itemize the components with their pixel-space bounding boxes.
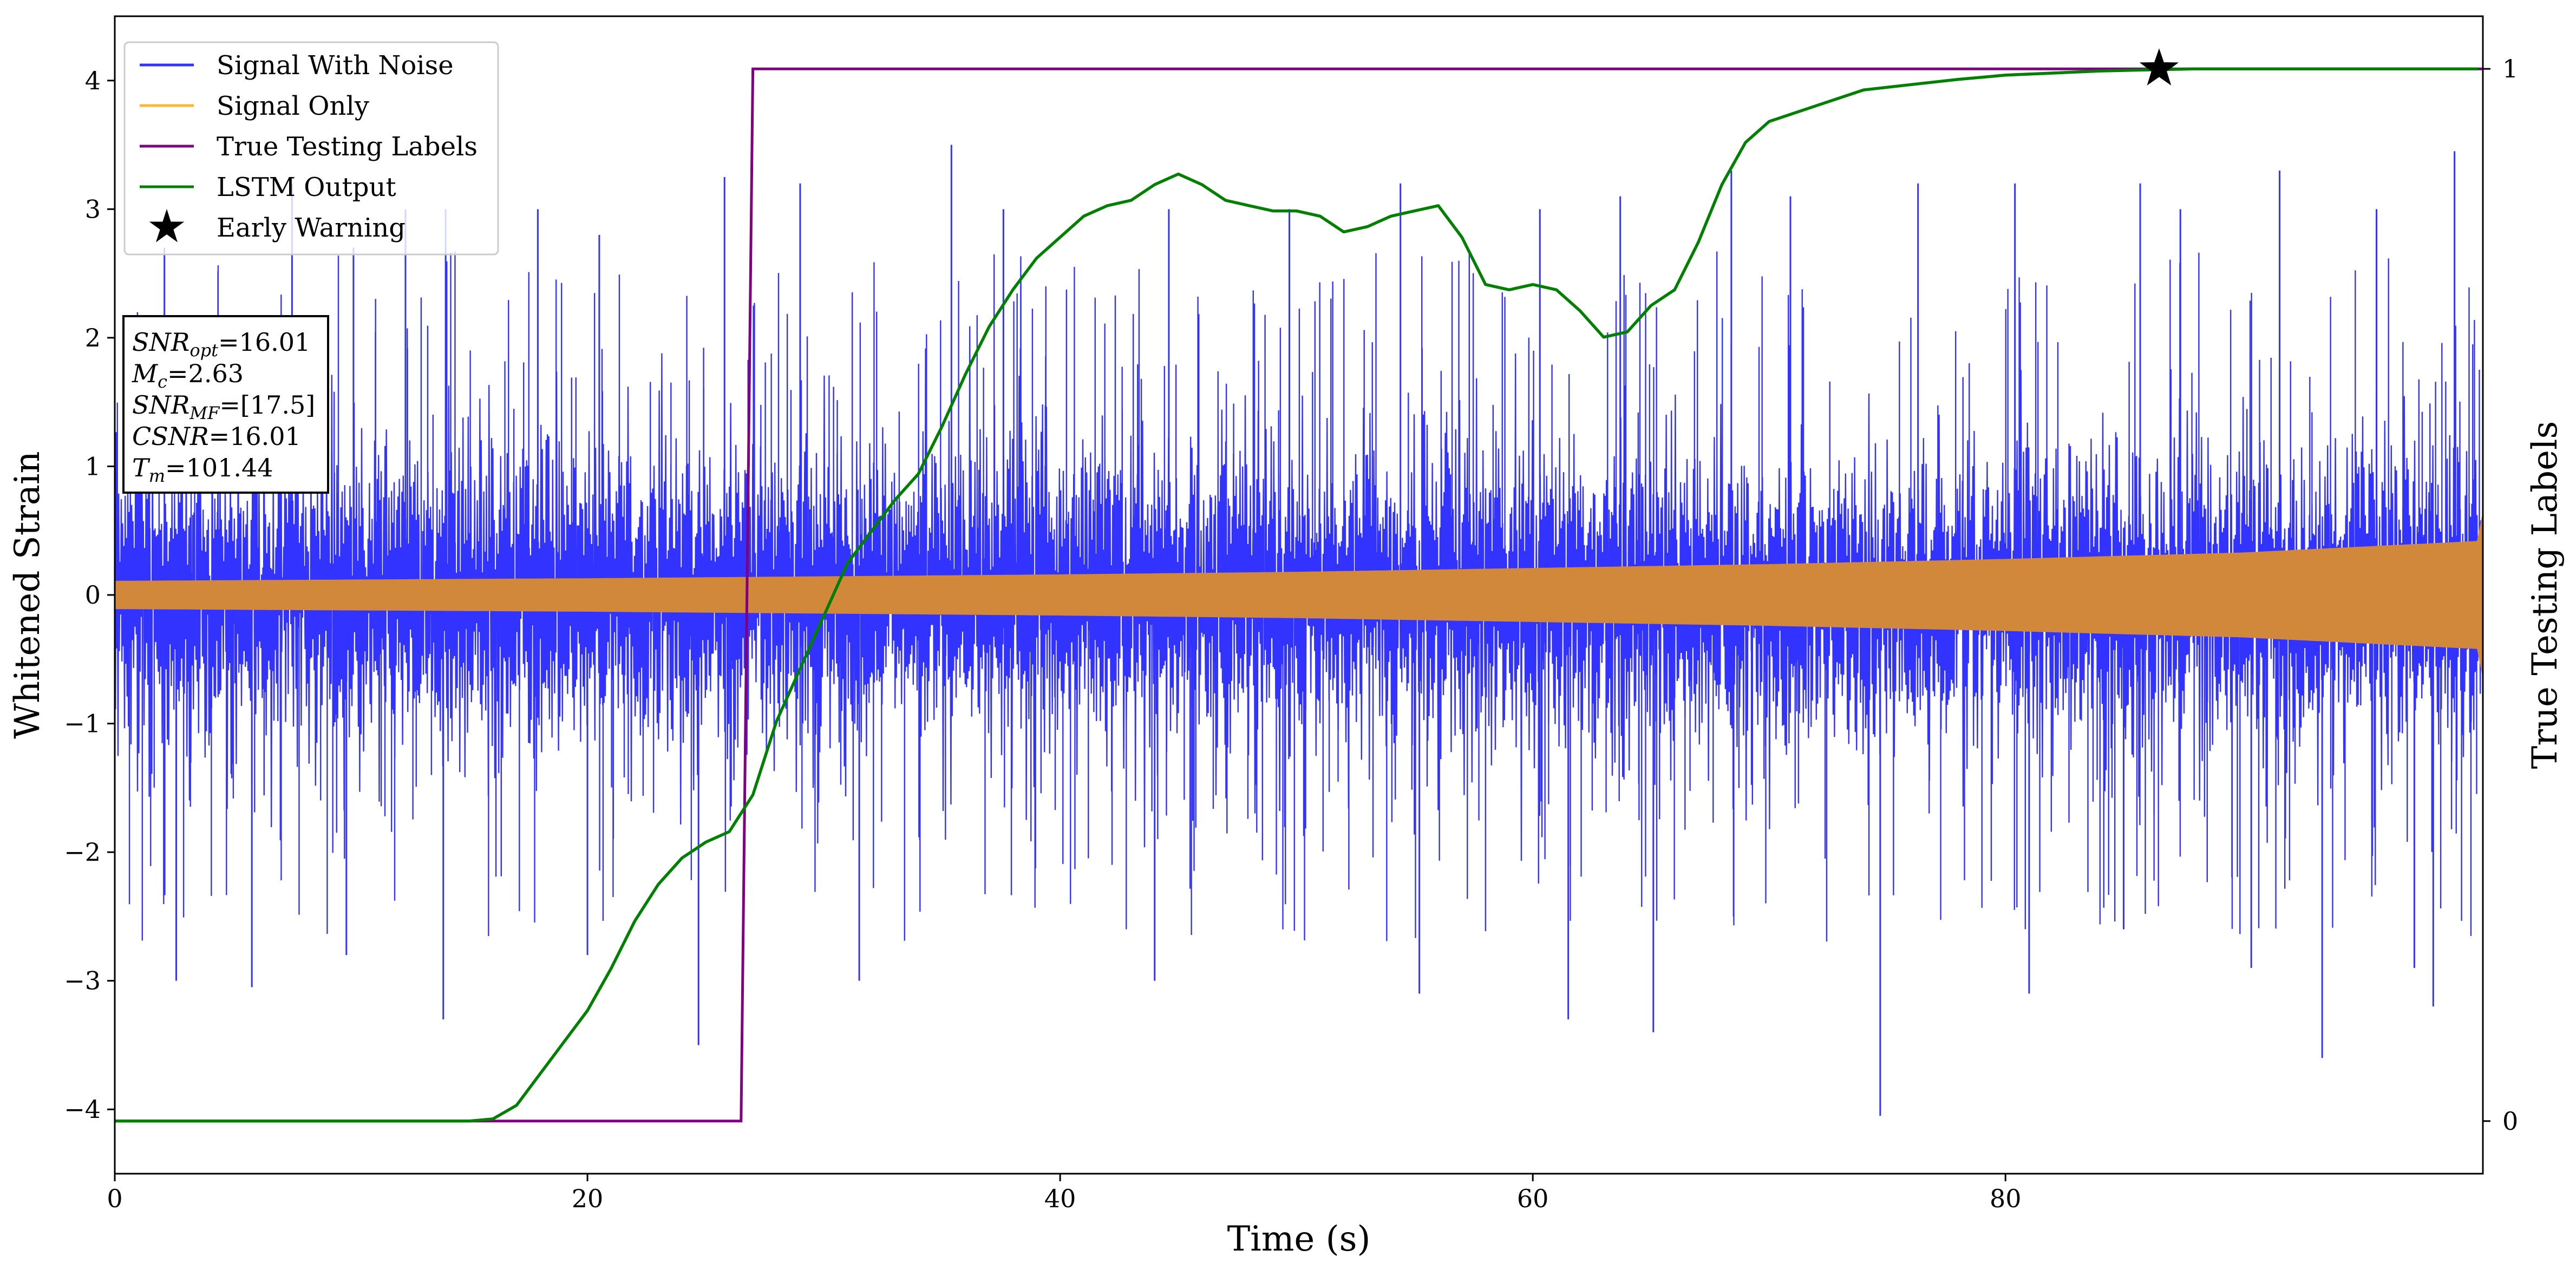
x-tick-label: 60 (1517, 1184, 1549, 1213)
x-tick-label: 40 (1044, 1184, 1076, 1213)
legend-label: LSTM Output (217, 172, 396, 202)
legend-item: Signal With Noise (140, 50, 454, 81)
metrics-annotation: SNRopt=16.01Mc=2.63SNRMF=[17.5]CSNR=16.0… (122, 315, 329, 494)
metrics-annotation-line: CSNR=16.01 (132, 422, 301, 451)
y-tick-label: −1 (64, 709, 101, 738)
y-tick-label: 0 (85, 580, 101, 610)
metrics-annotation-line: Mc=2.63 (132, 359, 244, 392)
metrics-annotation-box (122, 315, 329, 494)
legend: Signal With Noise Signal Only True Testing… (123, 41, 499, 256)
early-warning-marker (2139, 48, 2179, 86)
x-tick-label: 20 (572, 1184, 604, 1213)
metrics-annotation-line: SNRMF=[17.5] (132, 390, 315, 423)
legend-item: True Testing Labels (140, 132, 478, 162)
x-axis-title: Time (s) (1227, 1219, 1371, 1259)
legend-label: Early Warning (217, 213, 406, 243)
metrics-annotation-line: Tm=101.44 (132, 453, 273, 486)
metrics-annotation-line: SNRopt=16.01 (132, 328, 310, 361)
plot-series (115, 67, 2483, 1123)
noise-spikes (116, 145, 2480, 1116)
legend-star-icon (149, 209, 185, 243)
y-tick-label: 1 (85, 451, 101, 481)
x-tick-label: 80 (1990, 1184, 2022, 1213)
legend-item: Signal Only (140, 91, 369, 121)
legend-label: Signal Only (217, 91, 369, 121)
y-tick-label: 4 (85, 66, 101, 95)
y-tick-label: −2 (64, 837, 101, 867)
series-lstm-output (115, 67, 2479, 1123)
legend-item: LSTM Output (140, 172, 396, 202)
y2-tick-label: 1 (2502, 54, 2518, 83)
y-tick-label: 2 (85, 323, 101, 352)
legend-label: True Testing Labels (217, 132, 478, 162)
legend-box (123, 41, 499, 256)
legend-label: Signal With Noise (217, 50, 454, 81)
x-tick-label: 0 (107, 1184, 122, 1213)
y-tick-label: 3 (85, 194, 101, 224)
y2-tick-label: 0 (2502, 1107, 2518, 1136)
series-signal-only (115, 511, 2483, 679)
y2-axis-title: True Testing Labels (2525, 421, 2565, 769)
y-axis-title: Whitened Strain (8, 451, 48, 738)
y-tick-label: −4 (64, 1095, 101, 1124)
y-tick-label: −3 (64, 966, 101, 996)
legend-item: Early Warning (149, 209, 406, 243)
